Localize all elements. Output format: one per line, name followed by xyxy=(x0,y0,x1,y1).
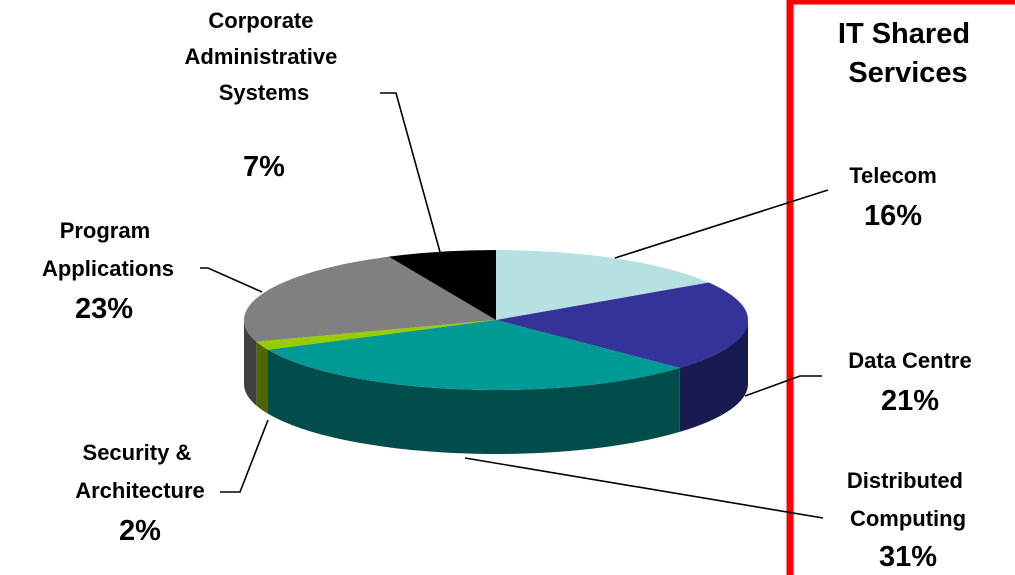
leader-line-security-architecture xyxy=(220,419,269,493)
panel-title-line-1: IT Shared xyxy=(838,18,970,50)
label-security-architecture: Security & Architecture xyxy=(75,440,205,503)
label-program-applications-line-2: Applications xyxy=(42,256,174,281)
label-program-applications: Program Applications xyxy=(42,218,174,281)
label-distributed-computing-line-2: Computing xyxy=(850,506,966,531)
leader-line-telecom xyxy=(614,189,829,259)
label-telecom: Telecom xyxy=(849,163,937,188)
leader-line-distributed-computing xyxy=(464,457,824,519)
label-corporate-line-3: Systems xyxy=(219,80,310,105)
label-program-applications-line-1: Program xyxy=(60,218,150,243)
side-distributed-computing xyxy=(267,349,680,454)
pct-distributed-computing: 31% xyxy=(879,541,937,573)
side-program-applications xyxy=(244,320,257,406)
slice-corporate-administrative-systems xyxy=(388,250,496,320)
pct-security-architecture: 2% xyxy=(119,515,161,547)
label-corporate-line-1: Corporate xyxy=(208,8,313,33)
pct-data-centre: 21% xyxy=(881,385,939,417)
slice-labels: Telecom 16% Data Centre 21% Distributed … xyxy=(42,8,972,573)
label-security-architecture-line-2: Architecture xyxy=(75,478,205,503)
pct-corporate-administrative-systems: 7% xyxy=(243,151,285,183)
label-data-centre: Data Centre xyxy=(848,348,971,373)
slice-telecom xyxy=(496,250,709,320)
label-distributed-computing: Distributed Computing xyxy=(847,468,969,531)
slice-data-centre xyxy=(496,282,749,368)
label-telecom-name: Telecom xyxy=(849,163,937,188)
leader-line-data-centre xyxy=(744,375,822,397)
panel-title: IT Shared Services xyxy=(838,18,978,89)
slice-program-applications xyxy=(244,256,496,342)
pie-sides xyxy=(244,320,748,454)
side-security-architecture xyxy=(256,341,268,414)
label-security-architecture-line-1: Security & xyxy=(83,440,192,465)
leader-lines xyxy=(200,92,829,519)
slice-distributed-computing xyxy=(267,320,680,390)
label-data-centre-name: Data Centre xyxy=(848,348,971,373)
pct-program-applications: 23% xyxy=(75,293,133,325)
pct-telecom: 16% xyxy=(864,200,922,232)
panel-title-line-2: Services xyxy=(848,57,967,89)
pie-tops xyxy=(244,250,749,390)
label-corporate-administrative-systems: Corporate Administrative Systems xyxy=(185,8,344,105)
side-data-centre xyxy=(679,320,748,432)
label-distributed-computing-line-1: Distributed xyxy=(847,468,963,493)
leader-line-corporate-administrative-systems xyxy=(380,92,441,253)
slice-security-architecture xyxy=(256,320,496,350)
leader-line-program-applications xyxy=(200,267,263,293)
label-corporate-line-2: Administrative xyxy=(185,44,338,69)
